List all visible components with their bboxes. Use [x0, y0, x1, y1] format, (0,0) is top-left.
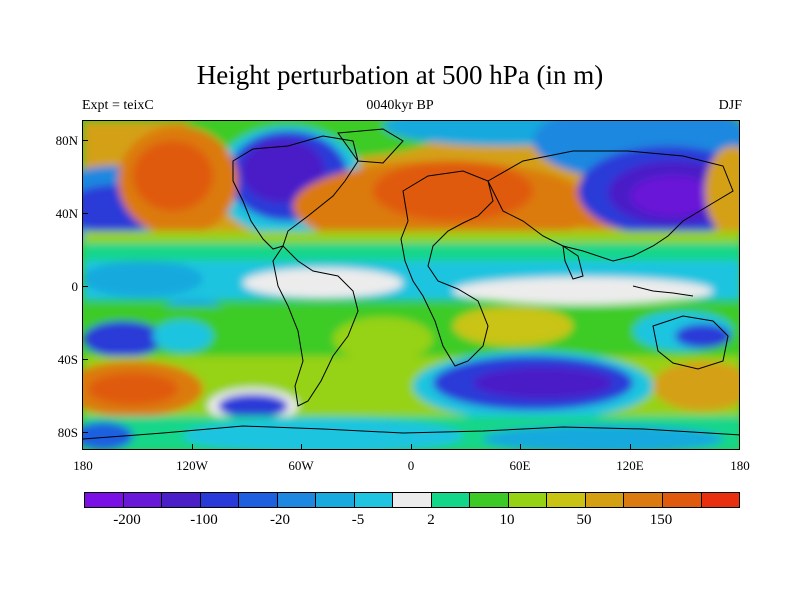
y-label-40s: 40S: [57, 352, 78, 367]
x-label-0: 0: [407, 458, 415, 473]
x-tick-60e: [520, 444, 521, 450]
colorbar-label-10: 10: [499, 512, 515, 528]
colorbar-label-m100: -100: [190, 512, 218, 528]
y-tick-0: [82, 286, 88, 287]
colorbar-swatch-1: [123, 493, 163, 507]
colorbar-swatch-16: [701, 493, 740, 507]
colorbar-label-m20: -20: [270, 512, 290, 528]
x-tick-120w: [192, 444, 193, 450]
colorbar-swatch-4: [239, 493, 278, 507]
colorbar-swatch-12: [547, 493, 586, 507]
y-tick-80s: [82, 432, 88, 433]
colorbar-label-2: 2: [427, 512, 435, 528]
x-label-180w: 180: [73, 458, 93, 473]
colorbar-swatch-3: [200, 493, 240, 507]
time-label: 0040kyr BP: [366, 98, 434, 113]
x-tick-120e: [630, 444, 631, 450]
y-tick-80n: [82, 140, 88, 141]
colorbar-swatch-8: [393, 493, 432, 507]
y-label-0: 0: [71, 279, 79, 294]
x-label-60e: 60E: [509, 458, 531, 473]
colorbar: [84, 492, 740, 508]
colorbar-swatch-2: [162, 493, 201, 507]
colorbar-swatch-10: [470, 493, 509, 507]
colorbar-swatch-9: [431, 493, 471, 507]
coastlines: [83, 128, 739, 440]
y-label-40n: 40N: [55, 206, 78, 221]
x-label-180e: 180: [730, 458, 750, 473]
colorbar-label-m200: -200: [113, 512, 141, 528]
x-label-120e: 120E: [616, 458, 644, 473]
plot-title: Height perturbation at 500 hPa (in m): [196, 60, 604, 90]
colorbar-label-m5: -5: [351, 512, 365, 528]
x-tick-60w: [301, 444, 302, 450]
y-tick-40n: [82, 213, 88, 214]
colorbar-swatch-5: [277, 493, 317, 507]
season-label: DJF: [718, 98, 742, 113]
y-label-80n: 80N: [55, 133, 78, 148]
colorbar-swatch-13: [585, 493, 625, 507]
y-tick-40s: [82, 359, 88, 360]
colorbar-label-150: 150: [649, 512, 673, 528]
height-field-map: [83, 121, 739, 449]
y-label-80s: 80S: [57, 425, 78, 440]
colorbar-label-50: 50: [576, 512, 592, 528]
colorbar-swatch-0: [85, 493, 124, 507]
x-tick-0: [411, 444, 412, 450]
map-panel: [82, 120, 740, 450]
colorbar-swatch-7: [354, 493, 394, 507]
colorbar-swatch-11: [508, 493, 548, 507]
x-label-60w: 60W: [288, 458, 314, 473]
colorbar-swatch-15: [662, 493, 702, 507]
colorbar-swatch-6: [316, 493, 355, 507]
colorbar-swatch-14: [624, 493, 663, 507]
x-label-120w: 120W: [176, 458, 208, 473]
experiment-label: Expt = teixC: [82, 98, 154, 113]
